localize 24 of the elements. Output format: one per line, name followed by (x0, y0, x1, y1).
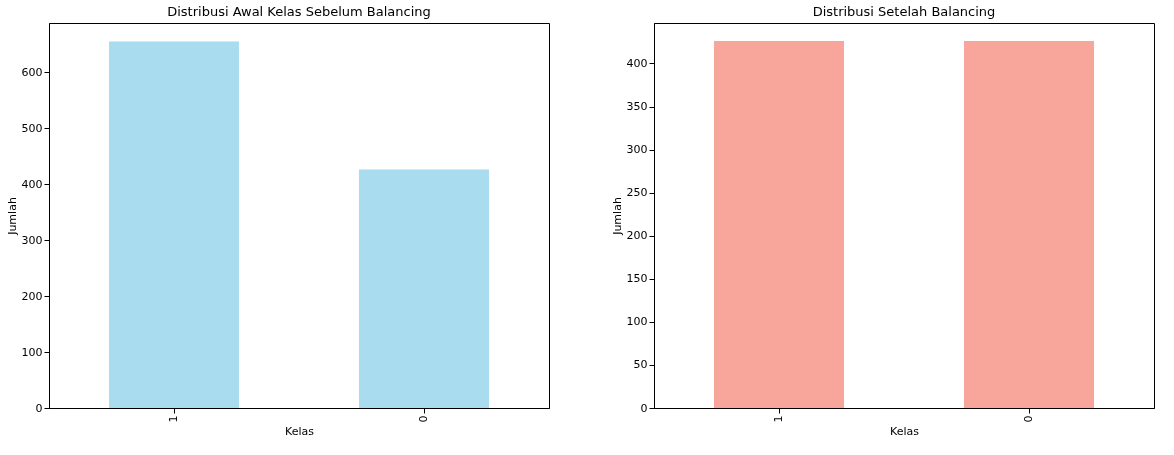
y-tick-label: 350 (626, 100, 648, 114)
x-tick-label: 1 (772, 415, 785, 423)
y-tick-label: 50 (633, 358, 648, 372)
y-tick-label: 100 (626, 315, 648, 329)
chart-title: Distribusi Setelah Balancing (812, 4, 996, 19)
y-tick-label: 400 (626, 56, 648, 70)
chart-title: Distribusi Awal Kelas Sebelum Balancing (167, 4, 431, 19)
x-tick-label: 0 (1022, 415, 1035, 423)
y-tick-label: 150 (626, 272, 648, 286)
x-tick-label: 0 (417, 415, 430, 423)
x-axis-title: Kelas (285, 425, 315, 439)
y-tick-label: 200 (21, 289, 43, 303)
y-tick-label: 300 (626, 143, 648, 157)
y-tick-label: 500 (21, 121, 43, 135)
x-tick-label: 1 (167, 415, 180, 423)
y-tick-label: 250 (626, 186, 648, 200)
x-axis-title: Kelas (890, 425, 920, 439)
y-axis-title: Jumlah (5, 197, 19, 236)
y-tick-label: 600 (21, 65, 43, 79)
y-tick-label: 100 (21, 345, 43, 359)
y-tick-label: 400 (21, 177, 43, 191)
y-tick-label: 300 (21, 233, 43, 247)
y-axis-title: Jumlah (610, 197, 624, 236)
y-tick-label: 200 (626, 229, 648, 243)
